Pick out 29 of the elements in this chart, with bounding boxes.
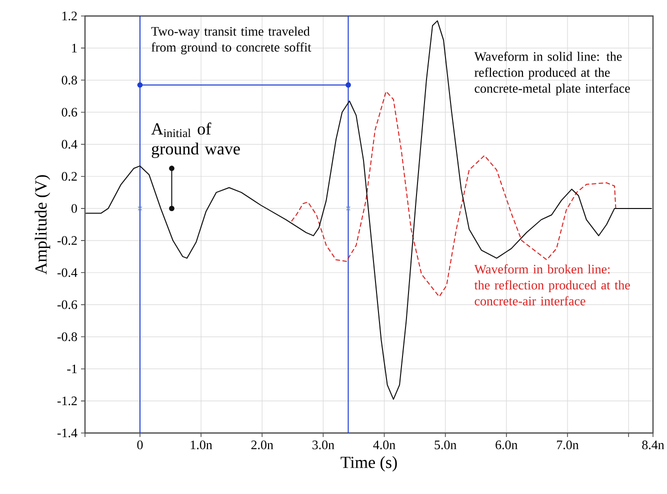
x-tick-label: 7.0n	[557, 440, 579, 450]
annotation: Waveform in broken line: the reflection produced at the concrete-air interface	[474, 264, 630, 306]
y-tick-label: 0	[72, 204, 77, 213]
x-tick-label: 5.0n	[434, 440, 456, 450]
y-tick-label: 1.2	[62, 12, 77, 20]
y-tick-label: -0.8	[57, 332, 77, 342]
y-tick-label: -1.2	[57, 396, 77, 406]
y-tick-label: -0.4	[57, 268, 78, 278]
x-tick-label: 4.0n	[373, 440, 396, 450]
annotation: Waveform in solid line: the reflection produced at the concrete-metal plate interface	[474, 52, 630, 96]
y-tick-label: -1.4	[57, 428, 78, 438]
x-tick-label: 1.0n	[190, 440, 212, 450]
y-tick-label: 0.8	[62, 76, 77, 85]
y-tick-label: 0.6	[62, 108, 78, 117]
x-tick-label: 2.0n	[251, 440, 274, 450]
x-tick-label: 6.0n	[496, 440, 518, 450]
x-tick-label: 8.4n	[642, 440, 664, 450]
y-tick-label: -1	[67, 364, 77, 374]
y-tick-label: -0.2	[57, 236, 77, 245]
y-tick-label: 1	[72, 44, 77, 52]
annotation: A$_{initial}$ of ground wave	[151, 122, 240, 158]
y-tick-label: -0.6	[57, 300, 78, 310]
x-axis-title: Time (s)	[340, 456, 397, 472]
y-tick-label: 0.4	[62, 140, 78, 149]
annotation: Two-way transit time traveled from ground to concrete soffit	[151, 26, 312, 54]
x-tick-label: 3.0n	[312, 440, 334, 450]
x-tick-label: 0	[137, 440, 143, 450]
y-tick-label: 0.2	[62, 172, 77, 181]
y-axis-title: Amplitude (V)	[34, 175, 50, 274]
